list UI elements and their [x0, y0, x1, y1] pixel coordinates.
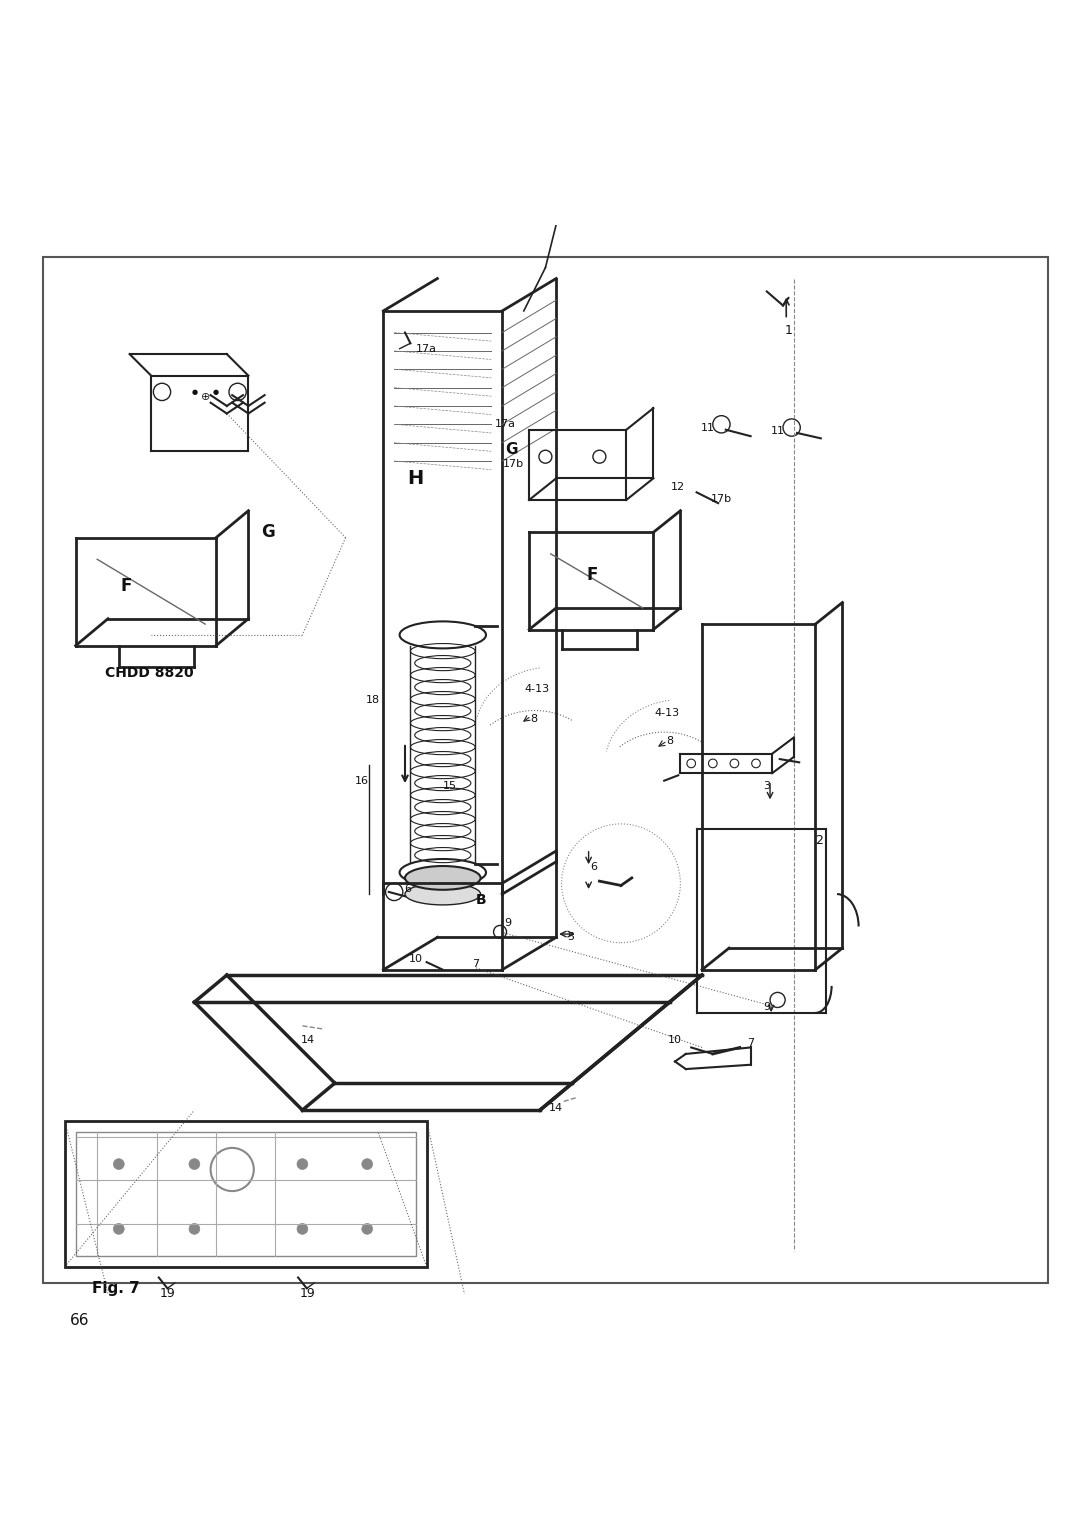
- Text: 7: 7: [747, 1038, 754, 1049]
- Circle shape: [297, 1223, 308, 1234]
- Text: 15: 15: [443, 781, 457, 790]
- Circle shape: [297, 1159, 308, 1170]
- Circle shape: [362, 1159, 373, 1170]
- Text: B: B: [475, 893, 486, 907]
- Text: 6: 6: [405, 884, 411, 893]
- Text: 11: 11: [771, 425, 784, 436]
- Text: 14: 14: [549, 1102, 563, 1113]
- Text: 5: 5: [567, 933, 573, 942]
- Text: 9: 9: [504, 919, 511, 928]
- Text: 17a: 17a: [495, 419, 516, 430]
- Text: 11: 11: [701, 422, 714, 433]
- Text: 8: 8: [666, 735, 673, 746]
- Circle shape: [189, 1223, 200, 1234]
- Circle shape: [113, 1223, 124, 1234]
- Text: ●: ●: [191, 388, 198, 394]
- Text: 7: 7: [472, 959, 478, 969]
- Text: 6: 6: [591, 862, 597, 872]
- Ellipse shape: [405, 884, 481, 905]
- Text: 4-13: 4-13: [524, 683, 550, 694]
- Text: 17a: 17a: [416, 344, 436, 353]
- Text: Fig. 7: Fig. 7: [92, 1281, 139, 1295]
- Ellipse shape: [405, 865, 481, 890]
- Circle shape: [362, 1223, 373, 1234]
- Text: 19: 19: [300, 1287, 315, 1300]
- Text: G: G: [505, 442, 518, 457]
- Bar: [65, 1121, 427, 1266]
- Text: 10: 10: [409, 954, 422, 963]
- Text: 1: 1: [784, 324, 793, 336]
- Bar: [76, 1131, 416, 1255]
- Circle shape: [189, 1159, 200, 1170]
- Text: 19: 19: [160, 1287, 175, 1300]
- Text: 8: 8: [530, 714, 537, 725]
- Text: 66: 66: [70, 1313, 90, 1329]
- Text: 17b: 17b: [502, 459, 524, 469]
- Text: ●: ●: [213, 388, 219, 394]
- Text: 4-13: 4-13: [654, 708, 680, 717]
- Text: F: F: [586, 567, 597, 584]
- Text: 3: 3: [764, 781, 770, 790]
- Text: ⊕: ⊕: [201, 393, 210, 402]
- Text: G: G: [261, 523, 274, 541]
- Text: 9: 9: [764, 1003, 770, 1012]
- Text: F: F: [121, 578, 132, 595]
- Text: 2: 2: [814, 833, 823, 847]
- Circle shape: [113, 1159, 124, 1170]
- Text: 14: 14: [300, 1035, 315, 1044]
- Text: CHDD 8820: CHDD 8820: [105, 665, 193, 680]
- Text: 18: 18: [365, 694, 380, 705]
- Text: 17b: 17b: [711, 494, 732, 505]
- Text: 12: 12: [671, 482, 686, 492]
- Text: 16: 16: [355, 775, 368, 786]
- Text: 10: 10: [669, 1035, 681, 1044]
- Text: H: H: [407, 469, 424, 488]
